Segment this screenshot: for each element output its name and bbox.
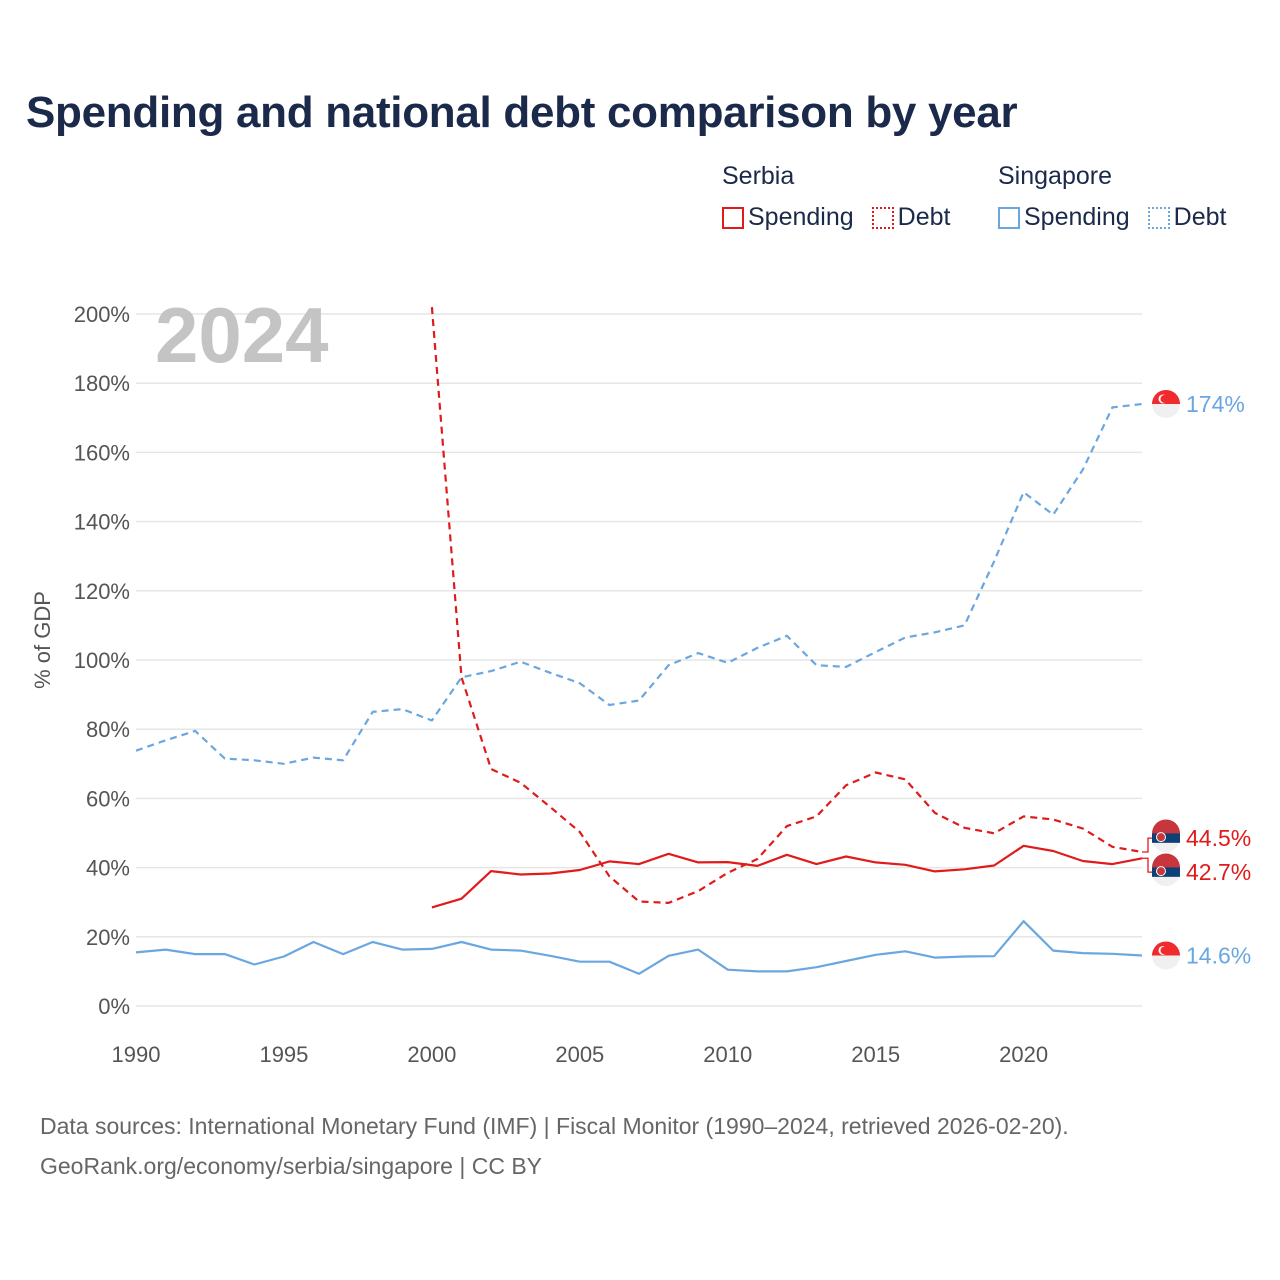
legend-singapore-name: Singapore [998,162,1112,190]
flag-coat-of-arms [1156,866,1166,877]
y-axis-ticks: 0% 20% 40% 60% 80% 100% 120% 140% 160% 180% 200% [74,302,130,1019]
y-tick-label: 140% [74,510,130,535]
series-lines [135,307,1143,975]
legend-serbia-spending-label: Spending [748,203,854,231]
y-tick-label: 160% [74,440,130,465]
attribution-text: GeoRank.org/economy/serbia/singapore | C… [40,1153,543,1179]
x-tick-label: 1990 [112,1042,161,1067]
flag-crescent-cut [1160,394,1169,403]
legend-singapore-debt[interactable]: Debt [1147,203,1227,232]
legend-serbia-spending[interactable]: Spending [722,203,854,232]
end-label-connector [1142,837,1154,853]
singapore-debt-end-label: 174% [1186,391,1245,417]
y-tick-label: 40% [86,856,130,881]
end-label-connector [1142,857,1154,873]
y-tick-label: 80% [86,717,130,742]
x-tick-label: 2015 [851,1042,900,1067]
end-labels: 174% 44.5% 42.7% 14.6% [1142,389,1251,970]
data-source-text: Data sources: International Monetary Fun… [40,1113,1069,1139]
flag-coat-of-arms [1156,832,1166,843]
y-tick-label: 20% [86,925,130,950]
serbia-flag-icon [1152,819,1180,853]
legend-serbia-spending-swatch [722,206,744,229]
singapore-spending-end-label: 14.6% [1186,942,1251,968]
chart-title: Spending and national debt comparison by… [26,88,1018,137]
y-tick-label: 60% [86,786,130,811]
serbia-flag-icon [1152,853,1180,887]
serbia-spending-end-label: 42.7% [1186,859,1251,885]
legend-singapore-spending-label: Spending [1024,203,1130,231]
x-tick-label: 1995 [259,1042,308,1067]
singapore-debt-line [135,402,1143,765]
singapore-flag-icon [1152,389,1180,418]
x-tick-label: 2005 [555,1042,604,1067]
year-label: 2024 [155,291,329,379]
footer: Data sources: International Monetary Fun… [40,1106,1069,1186]
legend-serbia-debt-label: Debt [897,203,951,231]
serbia-debt-line [430,307,1143,905]
y-tick-label: 120% [74,579,130,604]
y-tick-label: 180% [74,371,130,396]
legend-singapore-debt-swatch [1147,206,1170,229]
legend-singapore-spending[interactable]: Spending [998,203,1130,232]
y-tick-label: 200% [74,302,130,327]
x-axis-ticks: 1990 1995 2000 2005 2010 2015 2020 [112,1042,1049,1067]
y-tick-label: 0% [98,994,130,1019]
singapore-spending-line [135,920,1143,975]
gridlines [136,313,1142,1007]
legend-serbia-debt[interactable]: Debt [871,203,951,232]
y-axis-label: % of GDP [30,591,55,689]
legend-singapore-spending-swatch [998,206,1020,229]
y-tick-label: 100% [74,648,130,673]
singapore-flag-icon [1152,941,1180,970]
flag-blue-band [1152,833,1180,843]
serbia-debt-end-label: 44.5% [1186,825,1251,851]
legend-serbia-name: Serbia [722,162,795,190]
flag-red-band [1152,853,1180,868]
flag-blue-band [1152,867,1180,877]
x-tick-label: 2000 [407,1042,456,1067]
flag-crescent-cut [1160,946,1169,955]
legend-singapore-debt-label: Debt [1173,203,1227,231]
serbia-spending-line [431,844,1143,909]
legend-serbia: Serbia Spending Debt [722,162,950,232]
legend-serbia-debt-swatch [871,206,894,229]
legend-singapore: Singapore Spending Debt [998,162,1226,232]
flag-red-band [1152,819,1180,834]
x-tick-label: 2010 [703,1042,752,1067]
x-tick-label: 2020 [999,1042,1048,1067]
